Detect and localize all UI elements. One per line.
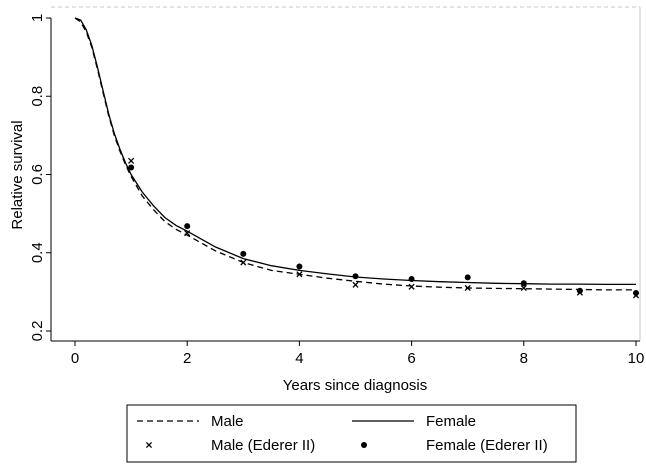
- x-tick-label: 0: [71, 350, 79, 367]
- point-male-ederer-ii: [240, 259, 247, 266]
- legend-label-female-ederer-ii: Female (Ederer II): [426, 437, 548, 454]
- x-tick-label: 2: [183, 350, 191, 367]
- point-male-ederer-ii: [520, 284, 527, 292]
- point-female-ederer-ii: [520, 280, 527, 287]
- point-male-ederer-ii: [408, 283, 415, 290]
- y-axis-label: Relative survival: [9, 120, 26, 229]
- point-female-ederer-ii: [408, 275, 415, 282]
- point-female-ederer-ii: [633, 290, 639, 297]
- point-male-ederer-ii: [464, 284, 471, 292]
- point-male-ederer-ii: [128, 157, 135, 164]
- point-female-ederer-ii: [464, 274, 471, 281]
- legend-label-female: Female: [426, 413, 476, 430]
- legend-key-male-ederer-ii: [145, 441, 153, 449]
- legend-key-female-ederer-ii: [361, 442, 367, 448]
- point-female-ederer-ii: [240, 250, 247, 257]
- legend-label-male: Male: [211, 413, 244, 430]
- legend-box: [126, 404, 577, 463]
- x-tick-label: 6: [407, 350, 415, 367]
- legend-label-male-ederer-ii: Male (Ederer II): [211, 437, 315, 454]
- point-female-ederer-ii: [576, 287, 583, 294]
- x-tick-label: 10: [628, 350, 645, 367]
- x-axis-label: Years since diagnosis: [283, 377, 428, 394]
- y-tick-label: 0.2: [29, 321, 46, 342]
- point-male-ederer-ii: [352, 281, 359, 288]
- point-female-ederer-ii: [128, 164, 135, 171]
- y-tick-label: 0.4: [29, 242, 46, 263]
- point-female-ederer-ii: [296, 263, 303, 270]
- point-female-ederer-ii: [352, 273, 359, 280]
- y-tick-label: 0.8: [29, 86, 46, 107]
- point-female-ederer-ii: [184, 223, 191, 230]
- x-tick-label: 8: [520, 350, 528, 367]
- point-male-ederer-ii: [184, 230, 191, 237]
- series-line-female: [74, 17, 636, 286]
- y-tick-label: 1: [29, 14, 46, 22]
- series-line-male: [74, 17, 636, 291]
- point-male-ederer-ii: [296, 271, 303, 278]
- legend: Male Female Male (Ederer II) Female (Ederer…: [126, 404, 577, 463]
- y-tick-label: 0.6: [29, 164, 46, 185]
- x-tick-label: 4: [295, 350, 303, 367]
